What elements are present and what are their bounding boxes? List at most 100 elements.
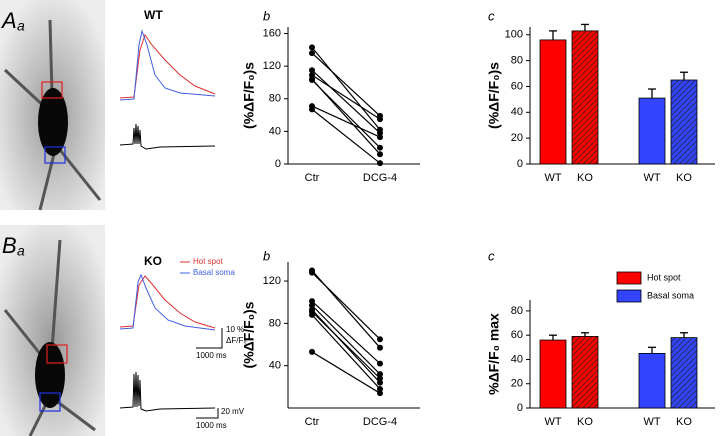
x-tick-label: KO — [676, 172, 692, 184]
y-tick-label: 40 — [511, 106, 523, 118]
scale-bar — [196, 328, 223, 349]
image-a — [0, 0, 105, 211]
x-tick-label: KO — [577, 172, 593, 184]
genotype-label: KO — [144, 254, 162, 268]
legend-swatch — [616, 289, 642, 303]
point — [309, 76, 315, 83]
y-tick-label: 60 — [511, 329, 523, 341]
point — [309, 348, 315, 355]
legend-swatch — [616, 271, 642, 285]
x-tick-label: Ctr — [305, 416, 320, 428]
panel-letter: b — [263, 8, 270, 23]
pair-line — [311, 108, 381, 164]
point — [377, 379, 383, 386]
trace-voltage — [119, 123, 216, 150]
pair-line — [311, 309, 381, 384]
x-tick-label: WT — [544, 416, 561, 428]
y-tick-label: 60 — [511, 80, 523, 92]
y-tick-label: 80 — [511, 55, 523, 67]
y-tick-label: 40 — [511, 353, 523, 365]
point — [377, 151, 383, 158]
point — [377, 344, 383, 351]
y-tick-label: 100 — [505, 29, 523, 41]
point — [309, 269, 315, 276]
y-tick-label: 160 — [263, 27, 281, 39]
x-tick-label: KO — [676, 416, 692, 428]
point — [377, 336, 383, 343]
x-tick-label: KO — [577, 416, 593, 428]
pair-line — [311, 78, 381, 155]
panel-letter: c — [488, 8, 495, 23]
pair-line — [311, 47, 381, 131]
bar — [670, 79, 698, 165]
y-tick-label: 40 — [269, 125, 281, 137]
scale-label: 20 mV — [221, 407, 245, 416]
point — [309, 311, 315, 318]
x-tick-label: DCG-4 — [363, 172, 397, 184]
point — [377, 385, 383, 392]
y-tick-label: 0 — [275, 158, 281, 170]
scale-label: ΔF/F₀ — [226, 336, 247, 345]
point — [377, 144, 383, 151]
x-tick-label: DCG-4 — [363, 416, 397, 428]
y-tick-label: 40 — [269, 360, 281, 372]
legend-label: Hot spot — [193, 257, 224, 266]
trace-basal — [119, 273, 216, 331]
pair-line — [311, 105, 381, 138]
panel-letter: b — [263, 248, 270, 263]
y-tick-label: 120 — [263, 275, 281, 287]
pair-line — [311, 311, 381, 379]
trace-voltage — [119, 371, 216, 412]
bar — [670, 337, 698, 409]
y-axis-label: %ΔF/F₀ max — [486, 313, 502, 395]
legend-label: Basal soma — [647, 290, 694, 300]
point — [309, 106, 315, 113]
point — [309, 298, 315, 305]
y-tick-label: 20 — [511, 378, 523, 390]
legend-label: Hot spot — [647, 272, 681, 282]
bar — [539, 39, 567, 165]
point — [377, 371, 383, 378]
genotype-label: WT — [144, 8, 163, 22]
bar — [638, 97, 666, 165]
pair-line — [311, 304, 381, 375]
y-axis-label: (%ΔF/F₀)s — [241, 62, 257, 129]
panel-sub: a — [17, 243, 25, 259]
image-b — [0, 225, 105, 436]
x-tick-label: WT — [643, 416, 660, 428]
point — [309, 44, 315, 51]
pair-line — [311, 52, 381, 117]
scale-label: 1000 ms — [196, 421, 227, 430]
point — [377, 390, 383, 397]
bar — [638, 352, 666, 409]
point — [309, 302, 315, 309]
panel-letter: B — [2, 233, 17, 258]
scale-bar — [196, 408, 219, 419]
y-tick-label: 80 — [269, 317, 281, 329]
pair-line — [311, 272, 381, 340]
point — [377, 116, 383, 123]
pair-line — [311, 314, 381, 390]
panel-sub: a — [17, 18, 25, 34]
x-tick-label: WT — [544, 172, 561, 184]
bar — [571, 336, 599, 409]
point — [377, 360, 383, 367]
scale-label: 10 % — [226, 325, 244, 334]
pair-line — [311, 300, 381, 365]
y-tick-label: 80 — [269, 93, 281, 105]
y-tick-label: 80 — [511, 305, 523, 317]
y-tick-label: 0 — [517, 158, 523, 170]
trace-basal — [119, 29, 216, 101]
pair-line — [311, 74, 381, 120]
x-tick-label: Ctr — [305, 172, 320, 184]
x-tick-label: WT — [643, 172, 660, 184]
y-tick-label: 0 — [517, 402, 523, 414]
y-tick-label: 20 — [511, 132, 523, 144]
panel-letter: A — [0, 8, 17, 33]
legend-label: Basal soma — [193, 268, 235, 277]
point — [309, 50, 315, 57]
point — [377, 160, 383, 167]
point — [377, 375, 383, 382]
pair-line — [311, 351, 381, 394]
